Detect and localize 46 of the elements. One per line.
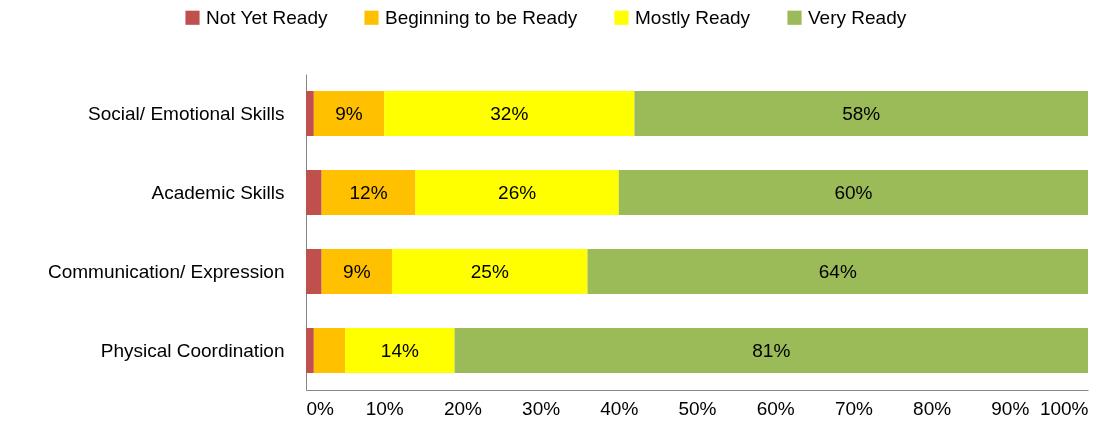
bar bbox=[454, 327, 1088, 374]
x-tick-label: 90% bbox=[991, 397, 1030, 419]
x-tick-label: 10% bbox=[365, 397, 404, 419]
data-label: 81% bbox=[752, 339, 791, 361]
legend-label: Mostly Ready bbox=[635, 6, 751, 28]
bar bbox=[415, 169, 619, 216]
x-tick-label: 100% bbox=[1039, 397, 1089, 419]
bar bbox=[313, 90, 385, 137]
y-tick-label: Academic Skills bbox=[151, 181, 285, 203]
x-tick-label: 40% bbox=[600, 397, 639, 419]
bar bbox=[345, 327, 455, 374]
data-label: 12% bbox=[349, 181, 388, 203]
data-label: 9% bbox=[335, 102, 363, 124]
bar bbox=[321, 248, 393, 295]
bar bbox=[306, 169, 322, 216]
x-tick-label: 60% bbox=[756, 397, 795, 419]
bar bbox=[618, 169, 1088, 216]
y-tick-label: Physical Coordination bbox=[100, 339, 285, 361]
x-tick-label: 0% bbox=[306, 397, 335, 419]
data-label: 14% bbox=[380, 339, 419, 361]
bar bbox=[306, 327, 314, 374]
bar bbox=[634, 90, 1088, 137]
bar bbox=[587, 248, 1088, 295]
bar bbox=[313, 327, 346, 374]
x-tick-label: 20% bbox=[443, 397, 483, 419]
legend-label: Not Yet Ready bbox=[206, 6, 328, 28]
bar bbox=[392, 248, 588, 295]
x-tick-label: 30% bbox=[522, 397, 561, 419]
x-tick-label: 70% bbox=[834, 397, 874, 419]
data-label: 26% bbox=[498, 181, 537, 203]
bar bbox=[384, 90, 635, 137]
bar bbox=[321, 169, 416, 216]
bar bbox=[306, 248, 322, 295]
data-label: 25% bbox=[470, 260, 509, 282]
bar bbox=[306, 90, 314, 137]
legend-label: Beginning to be Ready bbox=[385, 6, 578, 28]
legend-label: Very Ready bbox=[808, 6, 907, 28]
data-label: 9% bbox=[343, 260, 371, 282]
data-label: 64% bbox=[818, 260, 857, 282]
x-tick-label: 50% bbox=[678, 397, 717, 419]
data-label: 60% bbox=[834, 181, 873, 203]
y-tick-label: Social/ Emotional Skills bbox=[88, 102, 285, 124]
x-tick-label: 80% bbox=[913, 397, 952, 419]
data-label: 32% bbox=[490, 102, 529, 124]
y-tick-label: Communication/ Expression bbox=[47, 260, 285, 282]
data-label: 58% bbox=[842, 102, 881, 124]
